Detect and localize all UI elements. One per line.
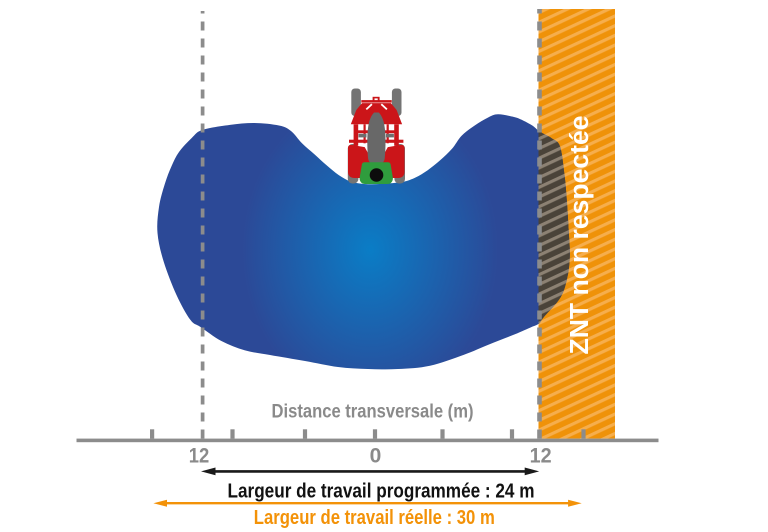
svg-text:ZNT non respectée: ZNT non respectée [566, 116, 594, 355]
svg-text:Largeur de travail réelle : 30: Largeur de travail réelle : 30 m [254, 507, 495, 529]
svg-text:12: 12 [189, 444, 210, 467]
svg-text:12: 12 [530, 444, 552, 467]
svg-text:Largeur de travail programmée: Largeur de travail programmée : 24 m [228, 481, 535, 503]
svg-text:0: 0 [370, 444, 382, 467]
svg-text:Distance transversale (m): Distance transversale (m) [272, 401, 474, 423]
